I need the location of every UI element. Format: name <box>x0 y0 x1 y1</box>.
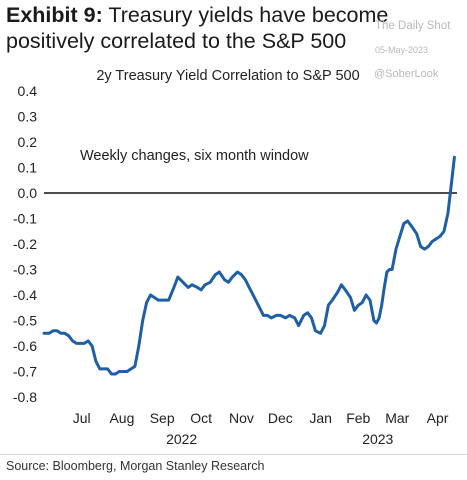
chart-title: 2y Treasury Yield Correlation to S&P 500 <box>96 68 359 84</box>
x-tick-label: Sep <box>150 410 175 426</box>
y-tick-label: -0.2 <box>13 236 37 252</box>
y-tick-label: 0.2 <box>18 134 38 150</box>
x-tick-label: Oct <box>190 410 212 426</box>
y-tick-label: -0.6 <box>13 338 37 354</box>
x-tick-label: Jul <box>73 410 91 426</box>
watermark-handle: @SoberLook <box>374 68 439 80</box>
series-line <box>42 155 456 376</box>
x-axis: Jul Aug Sep Oct Nov Dec Jan Feb Mar Apr 2022 2023 <box>73 410 449 447</box>
watermark-brand: The Daily Shot <box>375 20 451 32</box>
y-tick-label: -0.1 <box>13 211 37 227</box>
y-tick-label: -0.7 <box>13 364 37 380</box>
source-note: Source: Bloomberg, Morgan Stanley Resear… <box>6 459 265 473</box>
x-tick-label: Dec <box>268 410 293 426</box>
exhibit-title: Treasury yields have become positively c… <box>6 3 389 53</box>
x-tick-label: Aug <box>109 410 134 426</box>
x-tick-label: Nov <box>229 410 254 426</box>
x-year-label: 2022 <box>166 431 197 447</box>
x-tick-label: Feb <box>346 410 370 426</box>
chart-annotation: Weekly changes, six month window <box>80 148 309 164</box>
y-tick-label: 0.4 <box>18 83 38 99</box>
exhibit-label: Exhibit 9: <box>6 3 103 27</box>
y-tick-label: 0.0 <box>18 185 38 201</box>
x-tick-label: Jan <box>309 410 332 426</box>
y-tick-label: -0.8 <box>13 389 37 405</box>
y-tick-label: -0.4 <box>13 287 37 303</box>
y-tick-label: 0.1 <box>18 160 38 176</box>
page-title: Exhibit 9: Treasury yields have become p… <box>6 2 462 54</box>
watermark-date: 05-May-2023 <box>375 45 429 55</box>
x-tick-label: Mar <box>385 410 409 426</box>
x-year-label: 2023 <box>362 431 393 447</box>
y-tick-label: -0.5 <box>13 313 37 329</box>
y-tick-label: 0.3 <box>18 109 38 125</box>
footer-divider <box>0 454 467 455</box>
y-axis: 0.4 0.3 0.2 0.1 0.0 -0.1 -0.2 -0.3 -0.4 -0.5 -0.6 -… <box>13 83 37 405</box>
y-tick-label: -0.3 <box>13 262 37 278</box>
x-tick-label: Apr <box>427 410 449 426</box>
series-group <box>42 155 456 376</box>
